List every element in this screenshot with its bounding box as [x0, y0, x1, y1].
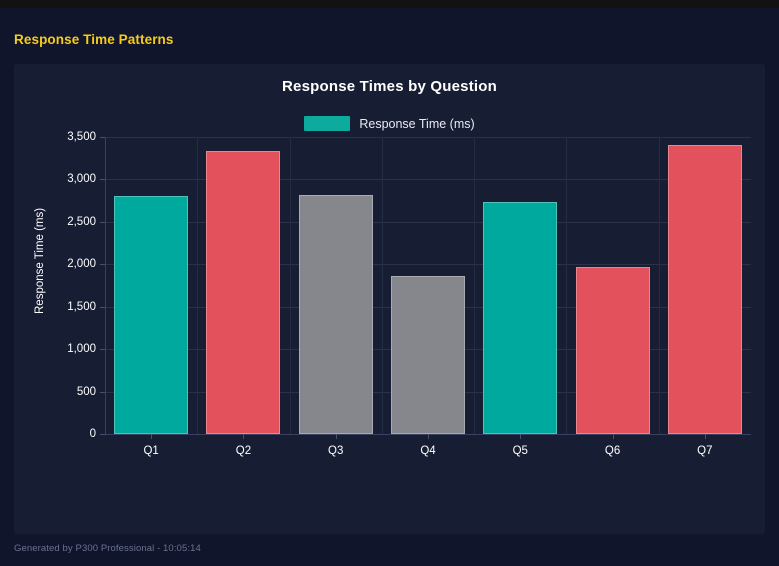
legend-swatch-response-time[interactable] — [304, 116, 351, 131]
x-tick-mark — [428, 434, 429, 439]
bar-q7[interactable] — [667, 144, 742, 434]
x-gridline — [566, 137, 568, 434]
y-tick-mark — [100, 306, 105, 308]
y-axis-title: Response Time (ms) — [34, 207, 46, 314]
x-gridline — [381, 137, 383, 434]
y-tick-label: 2,500 — [67, 215, 96, 228]
y-tick-label: 3,500 — [67, 131, 96, 143]
bar-q3[interactable] — [298, 194, 373, 434]
bar-group — [290, 137, 382, 434]
bar-q2[interactable] — [206, 151, 281, 434]
x-gridline — [289, 137, 291, 434]
bar-group — [197, 137, 289, 434]
chart-legend: Response Time (ms) — [14, 116, 765, 131]
x-tick-label-q1: Q1 — [143, 445, 159, 457]
x-tick-label-q4: Q4 — [420, 445, 436, 457]
y-gridline — [105, 179, 751, 181]
y-tick-mark — [100, 221, 105, 223]
y-tick-label: 0 — [89, 428, 96, 440]
bar-q1[interactable] — [114, 196, 189, 434]
legend-label-response-time[interactable]: Response Time (ms) — [359, 116, 475, 131]
x-tick-label-q5: Q5 — [512, 445, 528, 457]
x-tick-label-q3: Q3 — [328, 445, 344, 457]
y-tick-mark — [100, 391, 105, 393]
bar-group — [105, 137, 197, 434]
x-tick-label-q6: Q6 — [604, 445, 621, 457]
chart-panel: Response Times by Question Response Time… — [14, 64, 765, 534]
x-tick-mark — [612, 434, 614, 439]
bar-group — [566, 137, 658, 434]
bar-q4[interactable] — [390, 276, 465, 434]
y-tick-label: 1,500 — [67, 300, 96, 313]
bar-q6[interactable] — [575, 266, 650, 434]
x-tick-mark — [520, 434, 522, 439]
top-strip — [0, 0, 779, 8]
y-tick-label: 500 — [76, 385, 96, 398]
chart-title: Response Times by Question — [282, 78, 497, 95]
footer-status: Generated by P300 Professional - 10:05:1… — [14, 543, 201, 554]
x-tick-label-q7: Q7 — [697, 445, 713, 457]
bar-group — [659, 137, 751, 434]
x-tick-mark — [243, 434, 245, 439]
bars-layer: Q1 Q2 Q3 Q4 Q5 Q6 Q7 — [105, 137, 751, 457]
y-tick-mark — [100, 264, 105, 266]
y-tick-mark — [100, 179, 105, 181]
x-gridline — [474, 137, 476, 434]
y-tick-label: 3,000 — [67, 173, 96, 186]
bar-group — [382, 137, 474, 434]
bar-q5[interactable] — [483, 202, 558, 434]
plot-area: 0 500 1,000 1,500 2,000 2,500 3,000 3,500 Q1 Q2 Q… — [67, 131, 751, 457]
y-tick-mark — [100, 434, 105, 435]
y-tick-label: 1,000 — [67, 343, 96, 356]
y-axis-line — [105, 137, 106, 435]
x-gridline — [658, 137, 660, 434]
x-tick-mark — [151, 434, 153, 439]
bar-group — [474, 137, 566, 434]
x-gridline — [197, 137, 199, 434]
y-tick-mark — [100, 137, 105, 138]
y-tick-mark — [100, 349, 105, 351]
y-tick-label: 2,000 — [67, 258, 96, 271]
y-gridline — [105, 221, 751, 223]
y-gridline — [105, 137, 751, 138]
x-tick-label-q2: Q2 — [235, 445, 252, 457]
y-gridline — [105, 264, 751, 266]
page-title: Response Time Patterns — [14, 32, 174, 47]
x-tick-mark — [704, 434, 706, 439]
x-tick-mark — [335, 434, 337, 439]
